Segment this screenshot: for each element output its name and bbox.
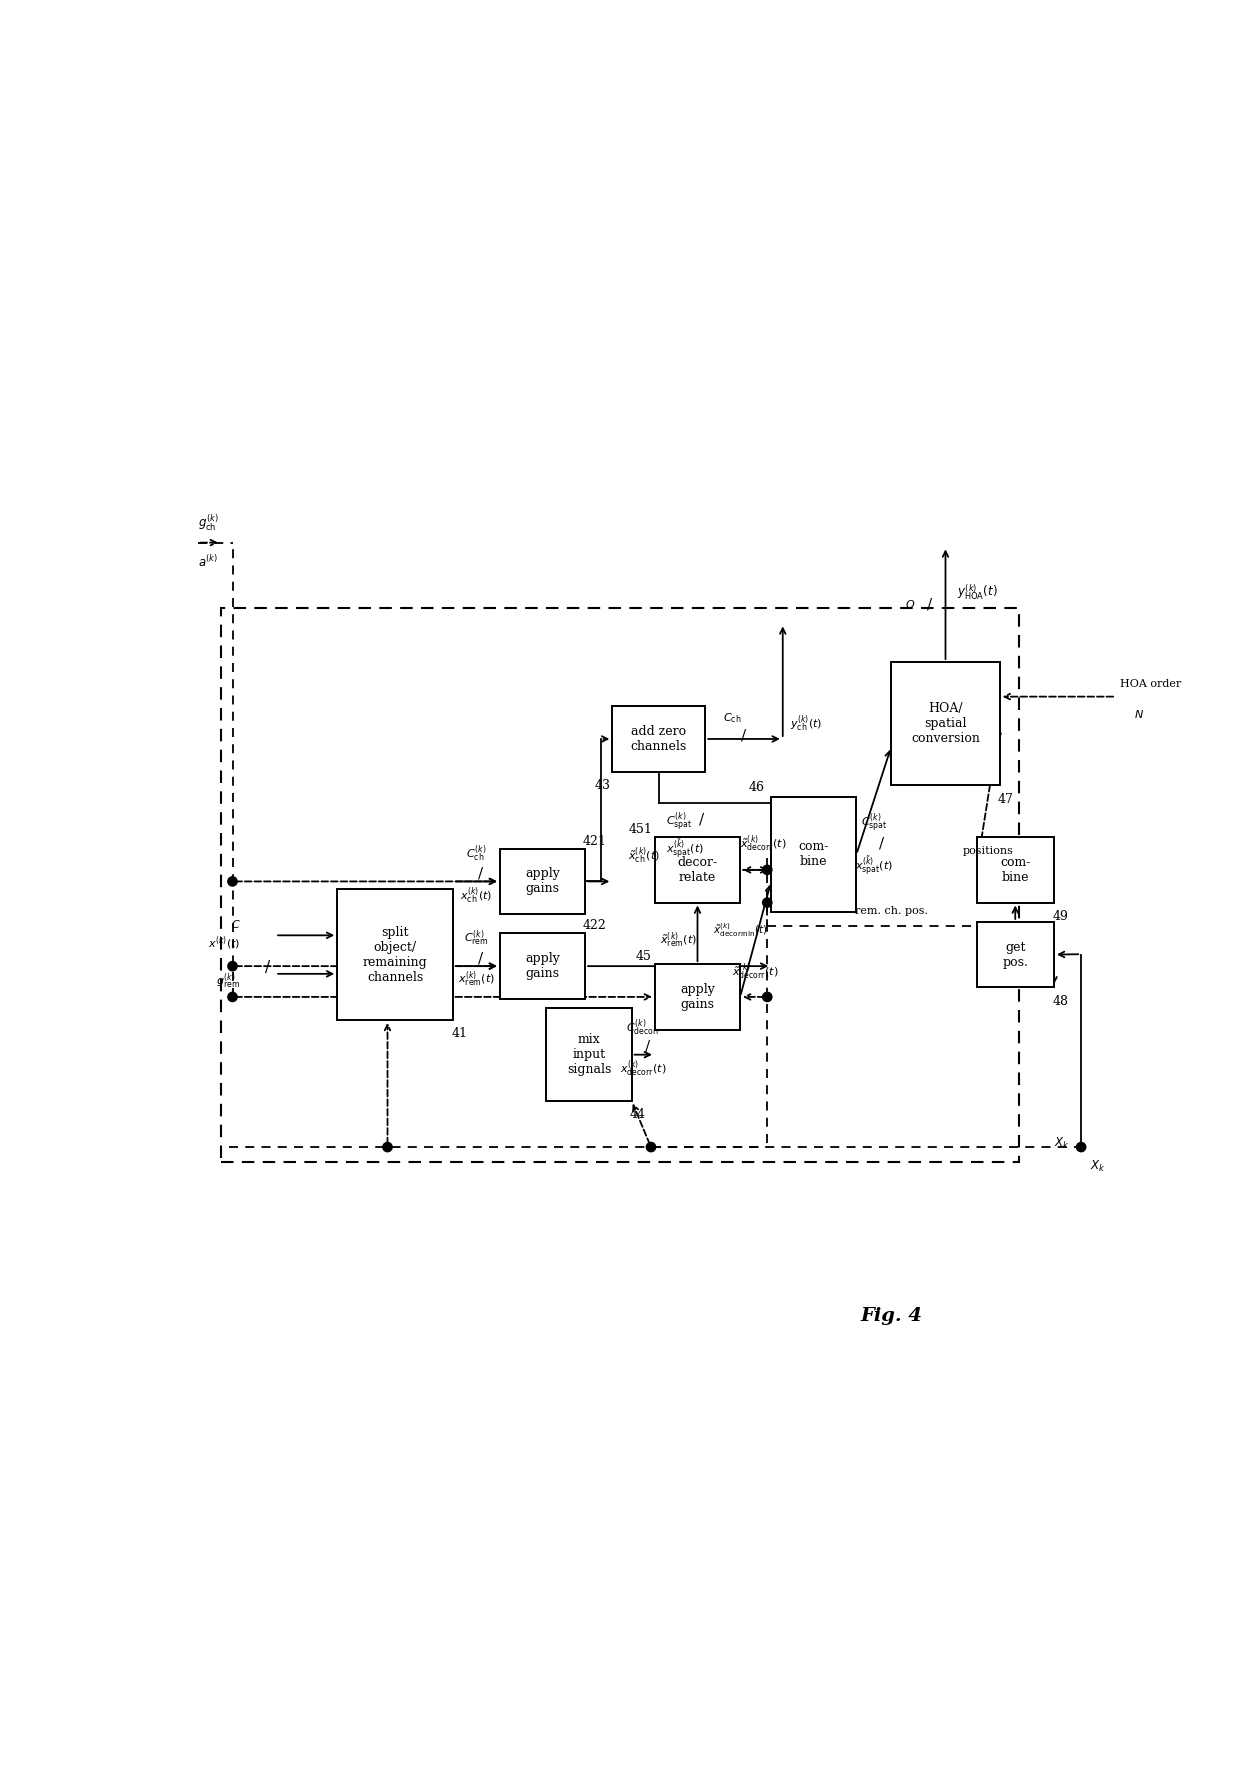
Text: $g_{\rm rem}^{(k)}$: $g_{\rm rem}^{(k)}$	[216, 971, 241, 991]
Text: $x_{\rm spat}^{(\tilde{k})}(t)$: $x_{\rm spat}^{(\tilde{k})}(t)$	[667, 838, 704, 861]
Text: $\tilde{x}_{\rm rem}^{(k)}(t)$: $\tilde{x}_{\rm rem}^{(k)}(t)$	[660, 930, 697, 952]
Bar	[655, 838, 740, 903]
Text: $y_{\rm HOA}^{(k)}(t)$: $y_{\rm HOA}^{(k)}(t)$	[957, 583, 998, 602]
Text: $C_{\rm ch}^{(k)}$: $C_{\rm ch}^{(k)}$	[466, 843, 487, 864]
Text: /: /	[879, 838, 884, 850]
Text: mix
input
signals: mix input signals	[567, 1034, 611, 1076]
Text: apply
gains: apply gains	[525, 952, 560, 980]
Bar	[221, 608, 1019, 1162]
Text: /: /	[928, 597, 932, 611]
Text: positions: positions	[962, 846, 1013, 855]
Text: $/$: $/$	[264, 957, 272, 975]
Text: $C_{\rm decorr}^{(k)}$: $C_{\rm decorr}^{(k)}$	[626, 1018, 661, 1037]
Circle shape	[646, 1142, 656, 1151]
Text: com-
bine: com- bine	[799, 841, 828, 868]
Circle shape	[228, 962, 237, 971]
Bar	[977, 921, 1054, 987]
Text: $X_k$: $X_k$	[1090, 1158, 1106, 1174]
Text: $C$: $C$	[231, 918, 241, 930]
Text: $x_{\rm spat}^{(\tilde{k})}(t)$: $x_{\rm spat}^{(\tilde{k})}(t)$	[854, 855, 893, 879]
Text: $\tilde{x}_{\rm decorr}^{(k)}(t)$: $\tilde{x}_{\rm decorr}^{(k)}(t)$	[740, 834, 786, 855]
Text: $O$: $O$	[905, 599, 916, 609]
Text: /: /	[477, 866, 484, 880]
Text: HOA order: HOA order	[1120, 679, 1182, 690]
Circle shape	[1076, 1142, 1086, 1151]
Text: 421: 421	[583, 834, 606, 848]
Circle shape	[763, 866, 771, 875]
Text: 47: 47	[998, 793, 1014, 805]
Text: 451: 451	[629, 823, 653, 836]
Text: 46: 46	[749, 781, 765, 795]
Text: decor-
relate: decor- relate	[677, 855, 718, 884]
Text: 41: 41	[451, 1028, 467, 1041]
Text: $x_{\rm decorr}^{(k)}(t)$: $x_{\rm decorr}^{(k)}(t)$	[620, 1059, 666, 1080]
Circle shape	[228, 993, 237, 1001]
Text: $\tilde{x}_{\rm ch}^{(k)}(t)$: $\tilde{x}_{\rm ch}^{(k)}(t)$	[627, 845, 660, 866]
Text: $x_{\rm rem}^{(k)}(t)$: $x_{\rm rem}^{(k)}(t)$	[459, 969, 495, 991]
Circle shape	[383, 1142, 392, 1151]
Bar	[771, 797, 857, 912]
Text: $C_{\rm ch}$: $C_{\rm ch}$	[723, 711, 742, 725]
Text: 48: 48	[1053, 994, 1068, 1007]
Text: $\tilde{x}_{\rm decorrnIn}^{(k)}(t)$: $\tilde{x}_{\rm decorrnIn}^{(k)}(t)$	[713, 921, 768, 939]
Text: Fig. 4: Fig. 4	[861, 1308, 923, 1326]
Text: add zero
channels: add zero channels	[631, 725, 687, 754]
Text: HOA/
spatial
conversion: HOA/ spatial conversion	[911, 702, 980, 745]
Bar	[500, 934, 585, 1000]
Text: 43: 43	[595, 779, 611, 791]
Text: 44: 44	[630, 1108, 646, 1121]
Text: $N$: $N$	[1135, 707, 1145, 720]
Text: rem. ch. pos.: rem. ch. pos.	[854, 907, 928, 916]
Text: $y_{\rm ch}^{(k)}(t)$: $y_{\rm ch}^{(k)}(t)$	[791, 713, 823, 734]
Circle shape	[228, 877, 237, 886]
Text: com-
bine: com- bine	[1001, 855, 1030, 884]
Bar	[547, 1009, 631, 1101]
Text: /: /	[477, 952, 484, 966]
Bar	[337, 889, 454, 1019]
Bar	[613, 706, 706, 772]
Text: $C_{\rm spat}^{(k)}$: $C_{\rm spat}^{(k)}$	[861, 813, 887, 836]
Text: split
object/
remaining
channels: split object/ remaining channels	[363, 925, 428, 984]
Bar	[500, 848, 585, 914]
Circle shape	[763, 898, 771, 907]
Text: $\tilde{x}_{\rm decorr}^{(k)}(t)$: $\tilde{x}_{\rm decorr}^{(k)}(t)$	[733, 960, 779, 982]
Text: $X_k$: $X_k$	[1054, 1135, 1070, 1151]
Text: 422: 422	[583, 920, 606, 932]
Circle shape	[763, 993, 771, 1001]
Text: apply
gains: apply gains	[525, 868, 560, 895]
Text: $a^{(k)}$: $a^{(k)}$	[197, 554, 218, 570]
Text: /: /	[699, 813, 704, 827]
Text: $g_{\rm ch}^{(k)}$: $g_{\rm ch}^{(k)}$	[197, 513, 218, 533]
Text: apply
gains: apply gains	[680, 984, 715, 1010]
Text: get
pos.: get pos.	[1002, 941, 1028, 969]
Text: $C_{\rm rem}^{(k)}$: $C_{\rm rem}^{(k)}$	[464, 928, 489, 950]
Text: $x^{(k)}(t)$: $x^{(k)}(t)$	[208, 934, 241, 952]
Text: /: /	[645, 1041, 650, 1053]
Text: $C_{\rm spat}^{(k)}$: $C_{\rm spat}^{(k)}$	[667, 811, 693, 834]
Text: $x_{\rm ch}^{(k)}(t)$: $x_{\rm ch}^{(k)}(t)$	[460, 886, 492, 905]
Text: /: /	[742, 729, 746, 741]
Bar	[892, 661, 999, 786]
Bar	[977, 838, 1054, 903]
Text: 45: 45	[635, 950, 651, 962]
Text: 49: 49	[1053, 911, 1068, 923]
Bar	[655, 964, 740, 1030]
